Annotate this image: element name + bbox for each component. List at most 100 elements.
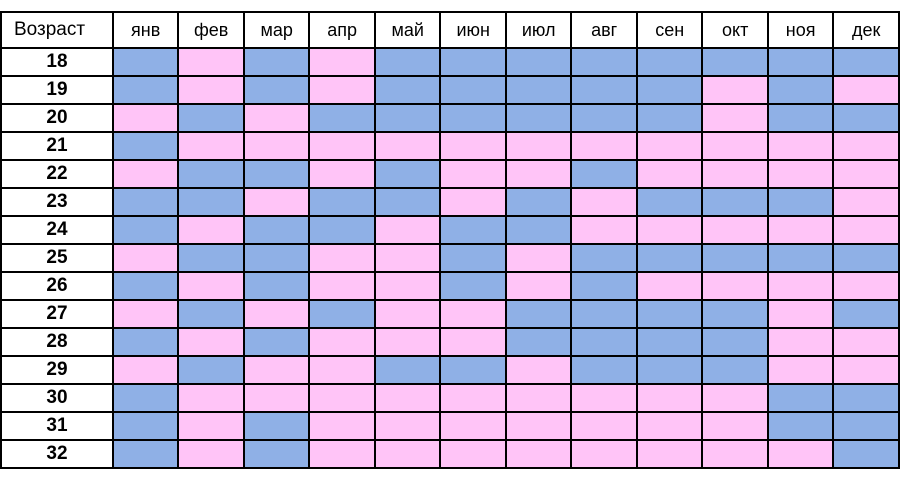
girl-cell xyxy=(439,383,507,413)
boy-cell xyxy=(504,47,573,77)
boy-cell xyxy=(308,299,376,329)
table-row: 24 xyxy=(0,215,900,245)
boy-cell xyxy=(766,47,835,77)
boy-cell xyxy=(242,327,311,357)
girl-cell xyxy=(111,243,180,273)
boy-cell xyxy=(242,75,311,105)
girl-cell xyxy=(177,75,245,105)
boy-cell xyxy=(635,327,704,357)
girl-cell xyxy=(635,411,704,441)
boy-cell xyxy=(242,439,311,469)
boy-cell xyxy=(242,215,311,245)
girl-cell xyxy=(308,327,376,357)
girl-cell xyxy=(832,327,900,357)
table-row: 18 xyxy=(0,47,900,77)
girl-cell xyxy=(439,411,507,441)
boy-cell xyxy=(570,47,638,77)
boy-cell xyxy=(308,215,376,245)
header-row: Возраст янв фев мар апр май июн июл авг сен окт но… xyxy=(0,11,900,49)
boy-cell xyxy=(570,159,638,189)
boy-cell xyxy=(177,299,245,329)
girl-cell xyxy=(373,299,442,329)
girl-cell xyxy=(111,159,180,189)
age-label: 27 xyxy=(0,299,114,329)
girl-cell xyxy=(373,439,442,469)
girl-cell xyxy=(570,215,638,245)
boy-cell xyxy=(111,75,180,105)
table-row: 27 xyxy=(0,299,900,329)
month-header: апр xyxy=(308,11,376,49)
boy-cell xyxy=(177,159,245,189)
age-label: 18 xyxy=(0,47,114,77)
table-row: 28 xyxy=(0,327,900,357)
girl-cell xyxy=(635,439,704,469)
boy-cell xyxy=(766,75,835,105)
girl-cell xyxy=(832,159,900,189)
table-row: 25 xyxy=(0,243,900,273)
girl-cell xyxy=(111,103,180,133)
boy-cell xyxy=(766,411,835,441)
girl-cell xyxy=(635,131,704,161)
boy-cell xyxy=(766,187,835,217)
boy-cell xyxy=(177,243,245,273)
girl-cell xyxy=(701,215,769,245)
girl-cell xyxy=(308,243,376,273)
table-row: 22 xyxy=(0,159,900,189)
table-row: 31 xyxy=(0,411,900,441)
girl-cell xyxy=(242,383,311,413)
girl-cell xyxy=(439,299,507,329)
girl-cell xyxy=(308,271,376,301)
month-header: мар xyxy=(242,11,311,49)
boy-cell xyxy=(439,47,507,77)
girl-cell xyxy=(701,411,769,441)
boy-cell xyxy=(111,215,180,245)
girl-cell xyxy=(635,215,704,245)
boy-cell xyxy=(832,103,900,133)
boy-cell xyxy=(635,47,704,77)
age-label: 19 xyxy=(0,75,114,105)
month-header: янв xyxy=(111,11,180,49)
girl-cell xyxy=(308,383,376,413)
girl-cell xyxy=(177,131,245,161)
boy-cell xyxy=(504,187,573,217)
age-label: 29 xyxy=(0,355,114,385)
girl-cell xyxy=(766,159,835,189)
girl-cell xyxy=(439,187,507,217)
boy-cell xyxy=(111,327,180,357)
table-row: 23 xyxy=(0,187,900,217)
girl-cell xyxy=(832,355,900,385)
girl-cell xyxy=(570,383,638,413)
boy-cell xyxy=(439,215,507,245)
girl-cell xyxy=(701,75,769,105)
girl-cell xyxy=(111,299,180,329)
boy-cell xyxy=(701,243,769,273)
boy-cell xyxy=(242,271,311,301)
table-row: 29 xyxy=(0,355,900,385)
girl-cell xyxy=(242,103,311,133)
boy-cell xyxy=(439,103,507,133)
girl-cell xyxy=(832,271,900,301)
boy-cell xyxy=(766,243,835,273)
boy-cell xyxy=(504,327,573,357)
girl-cell xyxy=(635,159,704,189)
girl-cell xyxy=(242,355,311,385)
boy-cell xyxy=(635,75,704,105)
boy-cell xyxy=(242,411,311,441)
boy-cell xyxy=(504,75,573,105)
boy-cell xyxy=(832,439,900,469)
girl-cell xyxy=(504,411,573,441)
age-label: 32 xyxy=(0,439,114,469)
boy-cell xyxy=(701,327,769,357)
boy-cell xyxy=(439,243,507,273)
boy-cell xyxy=(832,47,900,77)
girl-cell xyxy=(504,383,573,413)
month-header: фев xyxy=(177,11,245,49)
girl-cell xyxy=(177,271,245,301)
girl-cell xyxy=(177,439,245,469)
girl-cell xyxy=(701,159,769,189)
boy-cell xyxy=(570,103,638,133)
girl-cell xyxy=(177,411,245,441)
month-header: дек xyxy=(832,11,900,49)
girl-cell xyxy=(635,383,704,413)
